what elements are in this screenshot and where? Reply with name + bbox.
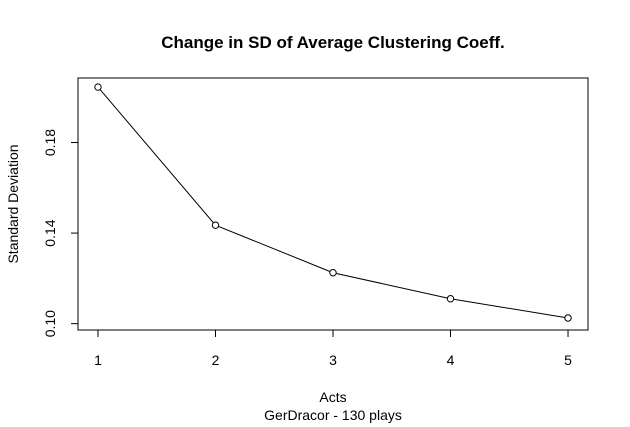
data-point [211, 221, 220, 229]
x-tick-label: 3 [329, 352, 337, 368]
data-point [329, 269, 337, 277]
y-axis-label: Standard Deviation [5, 144, 21, 263]
y-tick-label: 0.18 [42, 129, 58, 156]
x-tick-label: 4 [447, 352, 455, 368]
series-0-line [97, 86, 569, 319]
x-tick-label: 2 [212, 352, 220, 368]
y-tick-label: 0.14 [42, 219, 58, 246]
data-point [94, 83, 102, 91]
x-axis: 1 2 3 4 5 [94, 329, 572, 368]
x-tick-label: 1 [94, 352, 102, 368]
y-tick-label: 0.10 [42, 310, 58, 337]
x-tick-label: 5 [564, 352, 572, 368]
chart-subtitle: GerDracor - 130 plays [264, 407, 402, 423]
y-axis: 0.10 0.14 0.18 [42, 129, 79, 337]
data-point [564, 314, 572, 322]
chart-title: Change in SD of Average Clustering Coeff… [161, 33, 505, 52]
plot-frame [77, 77, 589, 331]
x-axis-label: Acts [319, 389, 346, 405]
data-point [446, 295, 455, 303]
series-line [94, 83, 572, 322]
